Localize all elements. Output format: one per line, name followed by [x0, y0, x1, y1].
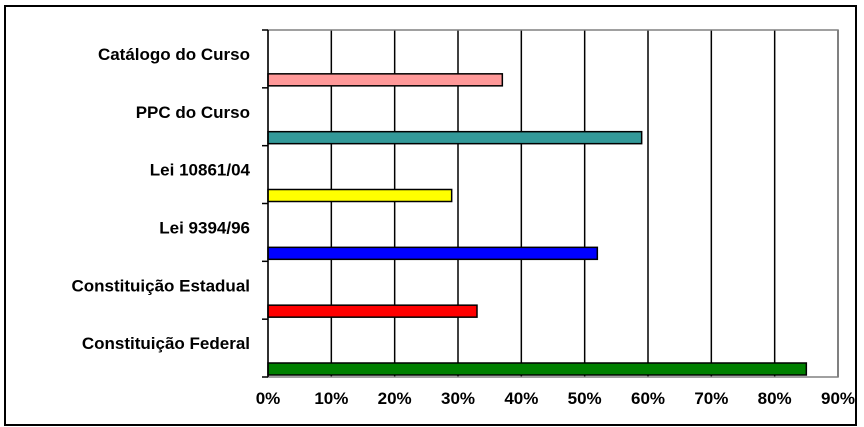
y-axis-ticks [262, 29, 268, 378]
x-tick-label: 40% [504, 389, 538, 408]
x-tick-label: 20% [378, 389, 412, 408]
x-tick-label: 80% [758, 389, 792, 408]
x-tick-label: 90% [821, 389, 855, 408]
category-label: Constituição Estadual [71, 276, 250, 295]
category-label: Constituição Federal [82, 334, 250, 353]
bar [267, 130, 643, 145]
x-tick-label: 30% [441, 389, 475, 408]
bar [267, 362, 808, 376]
category-label: PPC do Curso [136, 103, 250, 122]
bar [267, 188, 453, 203]
category-label: Catálogo do Curso [98, 45, 250, 64]
category-label: Lei 9394/96 [159, 219, 250, 238]
bar [267, 304, 478, 318]
bar [267, 246, 599, 261]
bars [267, 73, 808, 376]
x-tick-label: 10% [314, 389, 348, 408]
x-axis-tick-labels: 0% 10% 20% 30% 40% 50% 60% 70% 80% 90% [256, 389, 855, 408]
x-tick-label: 0% [256, 389, 281, 408]
category-labels: Catálogo do Curso PPC do Curso Lei 10861/0… [71, 45, 250, 353]
x-tick-label: 50% [568, 389, 602, 408]
bar [267, 73, 504, 87]
x-tick-label: 60% [631, 389, 665, 408]
x-tick-label: 70% [694, 389, 728, 408]
category-label: Lei 10861/04 [150, 161, 251, 180]
